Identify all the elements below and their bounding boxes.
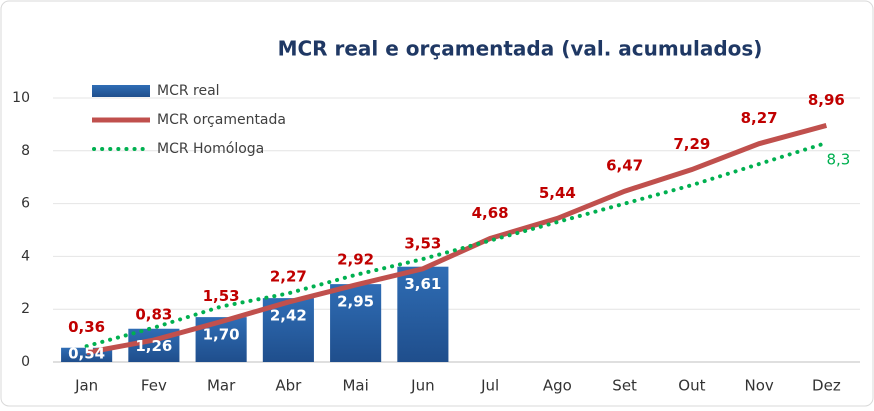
- bar-value-label: 1,26: [135, 337, 172, 355]
- line-value-label: 8,3: [826, 150, 850, 168]
- y-tick-label: 2: [21, 301, 30, 317]
- x-tick-label: Jul: [480, 377, 499, 395]
- line-value-label: 6,47: [606, 157, 643, 175]
- line-value-label: 0,83: [135, 306, 172, 324]
- line-value-label: 2,92: [337, 250, 374, 268]
- y-tick-label: 4: [21, 248, 30, 264]
- bar: [397, 266, 449, 362]
- legend-label: MCR orçamentada: [157, 112, 286, 128]
- y-tick-label: 6: [21, 196, 30, 212]
- y-tick-label: 0: [21, 354, 30, 370]
- line-series: [84, 140, 829, 349]
- line-value-label: 7,29: [673, 135, 710, 153]
- x-tick-label: Nov: [744, 377, 773, 395]
- y-tick-label: 10: [12, 90, 30, 106]
- bar-value-label: 2,42: [270, 307, 307, 325]
- bar-value-label: 1,70: [203, 326, 240, 344]
- legend-label: MCR real: [157, 83, 220, 99]
- line-series: [86, 123, 828, 355]
- bar-value-label: 3,61: [404, 275, 441, 293]
- legend-label: MCR Homóloga: [157, 141, 264, 157]
- x-tick-label: Jan: [74, 377, 98, 395]
- x-tick-label: Dez: [812, 377, 841, 395]
- bar-value-label: 0,54: [68, 345, 105, 363]
- line-value-label: 8,27: [741, 109, 778, 127]
- line-value-label: 5,44: [539, 184, 576, 202]
- legend-swatch: [92, 85, 150, 97]
- x-tick-label: Mai: [342, 377, 368, 395]
- chart-title: MCR real e orçamentada (val. acumulados): [278, 37, 763, 61]
- y-tick-label: 8: [21, 143, 30, 159]
- line-value-label: 0,36: [68, 318, 105, 336]
- x-tick-label: Set: [612, 377, 637, 395]
- line-value-label: 2,27: [270, 268, 307, 286]
- x-tick-label: Mar: [207, 377, 236, 395]
- line-value-label: 4,68: [472, 204, 509, 222]
- line-value-label: 8,96: [808, 91, 845, 109]
- x-tick-label: Out: [678, 377, 705, 395]
- bar-value-label: 2,95: [337, 293, 374, 311]
- bar: [330, 284, 382, 362]
- x-tick-label: Abr: [275, 377, 302, 395]
- line-value-label: 1,53: [203, 287, 240, 305]
- x-tick-label: Jun: [410, 377, 434, 395]
- line-value-label: 3,53: [404, 234, 441, 252]
- x-tick-label: Fev: [141, 377, 167, 395]
- x-tick-label: Ago: [543, 377, 572, 395]
